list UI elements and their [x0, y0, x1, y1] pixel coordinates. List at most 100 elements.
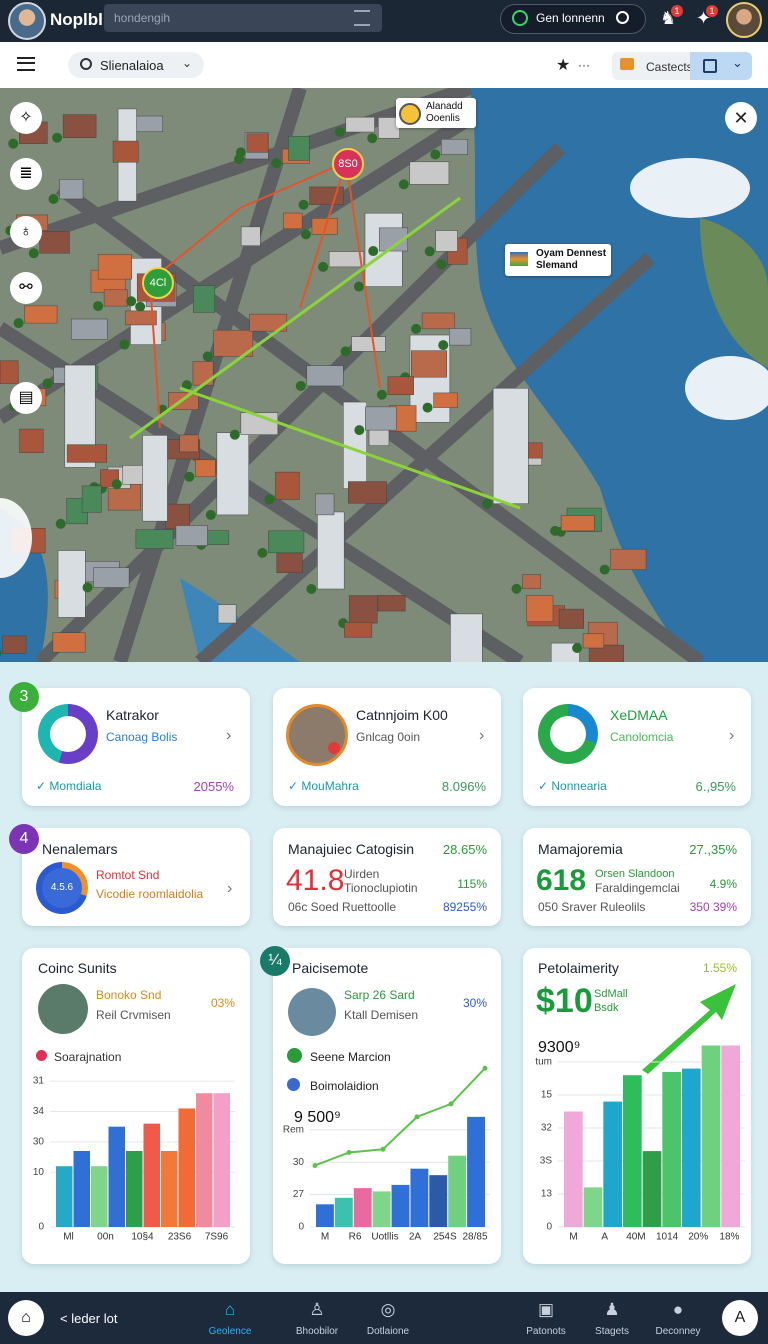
nav-label[interactable]: Geolence — [208, 1326, 252, 1337]
card-value: 03% — [210, 996, 235, 1010]
y-tick-label: Rem — [283, 1124, 304, 1135]
tree — [334, 127, 345, 138]
nav-label[interactable]: Deconney — [655, 1326, 701, 1337]
map-tool[interactable]: ▤ — [10, 382, 42, 414]
map-tool[interactable]: ⚯ — [10, 272, 42, 304]
tree — [264, 494, 275, 505]
stat-card[interactable] — [273, 828, 501, 926]
house — [433, 392, 459, 408]
back-link[interactable]: < leder lot — [60, 1311, 118, 1326]
hamburger[interactable] — [17, 57, 35, 71]
water — [470, 88, 768, 662]
card-line: SdMall — [594, 988, 628, 1000]
house — [441, 139, 468, 155]
bar — [429, 1175, 448, 1227]
charts-layer: 0 10 30 34 31 Ml 00n 10§4 23S6 7S96 0 27 30 Rem M R6 Uot… — [33, 984, 745, 1243]
card-line: Bsdk — [594, 1002, 619, 1014]
line-point — [380, 1146, 386, 1152]
nav-label[interactable]: Patonots — [526, 1326, 566, 1337]
tree — [436, 259, 447, 270]
search-icon[interactable] — [616, 11, 629, 24]
map[interactable] — [0, 88, 768, 662]
tree — [599, 564, 610, 575]
house — [311, 218, 338, 235]
tree — [298, 199, 309, 210]
pin-dot — [328, 742, 340, 754]
bar — [56, 1166, 73, 1227]
house — [348, 595, 378, 624]
house — [179, 434, 199, 453]
big-number: 41.8 — [286, 864, 345, 897]
x-tick-label: 10§4 — [131, 1232, 154, 1243]
more[interactable]: ··· — [578, 58, 590, 72]
house — [421, 312, 455, 330]
house — [315, 493, 335, 516]
route — [129, 196, 521, 510]
bar — [108, 1126, 125, 1227]
x-tick-label: R6 — [349, 1232, 362, 1243]
nav-icon: ⌂ — [224, 1300, 236, 1319]
tree — [82, 582, 93, 593]
thumb — [38, 984, 88, 1034]
card-footer: ✓ MouMahra — [288, 779, 359, 793]
house — [582, 633, 605, 649]
tree — [52, 132, 63, 143]
card-value: 1.55% — [702, 961, 737, 975]
tree — [93, 301, 104, 312]
card-value: 8.096% — [441, 779, 486, 794]
nav-label[interactable]: Bhoobilor — [295, 1326, 339, 1337]
map-tool[interactable]: ✧ — [10, 102, 42, 134]
house — [522, 574, 541, 590]
pin-icon[interactable]: ★ — [556, 57, 571, 74]
footer-text: MouMahra — [301, 779, 359, 793]
nav-label[interactable]: Stagets — [595, 1326, 629, 1337]
map-tool[interactable]: ♁ — [10, 216, 42, 248]
chevron: › — [729, 727, 735, 744]
card-line: Vicodie roomlaidolia — [96, 887, 204, 901]
tower — [142, 435, 168, 522]
bar — [623, 1075, 642, 1227]
big-number: $10 — [536, 982, 593, 1020]
tree — [430, 149, 441, 160]
bar — [391, 1184, 410, 1227]
card-line: Reil Crvmisen — [96, 1008, 171, 1022]
user-avatar[interactable] — [726, 2, 762, 38]
close-button[interactable]: ✕ — [725, 102, 757, 134]
tree — [119, 339, 130, 350]
building-icon — [286, 704, 348, 766]
chart-note: 9 500⁹ — [294, 1109, 341, 1126]
tree — [0, 649, 2, 657]
profile-button[interactable]: A — [722, 1300, 758, 1336]
view-toggle[interactable] — [690, 52, 752, 80]
stat-card[interactable] — [523, 828, 751, 926]
bar — [583, 1187, 603, 1227]
y-tick-label: 31 — [33, 1076, 45, 1087]
house — [526, 595, 554, 623]
road — [0, 88, 473, 255]
home-button[interactable]: ⌂ — [8, 1300, 44, 1336]
pin-label: Alanadd Ooenlis — [426, 101, 463, 124]
bar — [161, 1151, 178, 1227]
search-box[interactable] — [104, 4, 382, 32]
nav-label[interactable]: Dotlaione — [366, 1326, 410, 1337]
tree — [42, 378, 53, 389]
house — [62, 114, 97, 138]
footer-text: Momdiala — [49, 779, 102, 793]
tree — [235, 147, 246, 158]
bar — [196, 1093, 213, 1227]
y-tick-label: 13 — [541, 1189, 553, 1200]
y-tick-label: 27 — [293, 1189, 305, 1200]
map-tool[interactable]: ≣ — [10, 158, 42, 190]
x-tick-label: A — [601, 1232, 608, 1243]
contacts-icon — [620, 58, 634, 70]
menu-icon[interactable] — [354, 10, 370, 26]
status-text: Gen lonnenn — [536, 11, 605, 25]
tree — [306, 584, 317, 595]
house — [344, 622, 373, 638]
avatar[interactable] — [8, 2, 46, 40]
house — [348, 481, 387, 504]
house — [378, 227, 408, 252]
map-marker[interactable]: 8S0 — [332, 148, 364, 180]
map-marker[interactable]: 4Cl — [142, 267, 174, 299]
